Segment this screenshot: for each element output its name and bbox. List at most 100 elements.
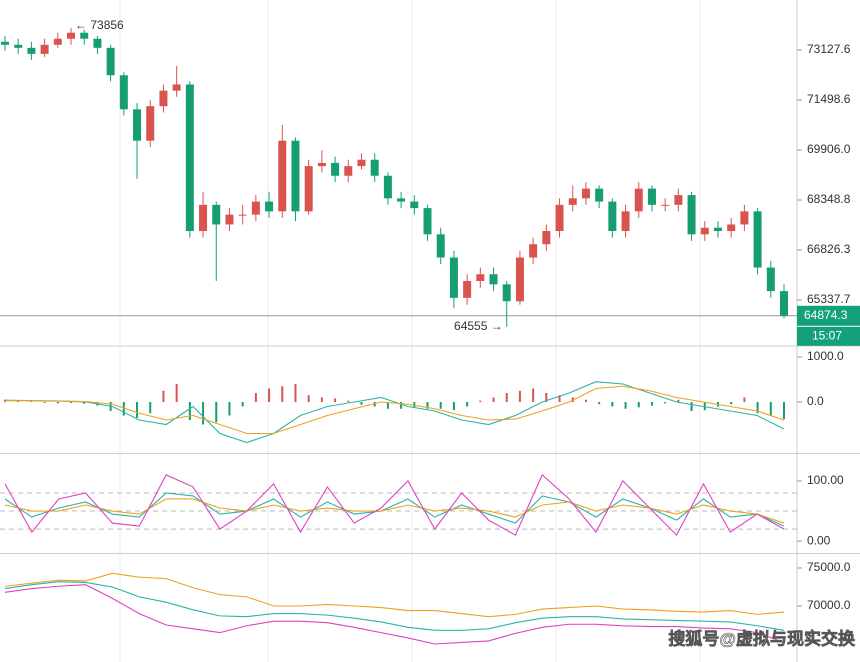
y-tick-label: 66826.3 <box>807 242 851 256</box>
histogram-bar <box>703 401 706 411</box>
histogram-bar <box>730 401 733 405</box>
histogram-bar <box>43 401 46 403</box>
histogram-bar <box>598 401 601 405</box>
histogram-bar <box>122 401 125 416</box>
candle-body <box>713 227 722 232</box>
candle-body <box>489 274 498 285</box>
candle-body <box>344 166 353 176</box>
histogram-bar <box>188 401 191 421</box>
candle-body <box>119 75 128 110</box>
candle-body <box>357 159 366 167</box>
candle-body <box>780 291 788 316</box>
candle-body <box>410 201 419 209</box>
candle-body <box>80 32 89 39</box>
candle-body <box>106 47 115 76</box>
candle-body <box>53 38 62 45</box>
histogram-bar <box>347 400 350 402</box>
candle-body <box>476 274 485 281</box>
histogram-bar <box>532 388 535 402</box>
indicator-line <box>4 473 785 537</box>
histogram-bar <box>677 399 680 402</box>
candle-body <box>159 90 168 107</box>
candle-body <box>463 280 472 298</box>
histogram-bar <box>136 401 139 418</box>
histogram-bar <box>650 401 653 406</box>
histogram-bar <box>492 397 495 402</box>
histogram-bar <box>769 401 772 416</box>
histogram-bar <box>268 388 271 402</box>
histogram-bar <box>637 401 640 408</box>
candle-body <box>1 41 9 45</box>
candle-body <box>436 234 445 258</box>
histogram-bar <box>466 401 469 407</box>
candle-body <box>621 211 630 232</box>
candle-body <box>423 208 432 235</box>
candle-body <box>383 175 392 199</box>
candle-body <box>14 44 23 48</box>
y-tick-label: 0.00 <box>807 533 831 547</box>
candle-body <box>661 204 670 206</box>
histogram-bar <box>611 401 614 407</box>
y-tick-label: 0.0 <box>807 394 824 408</box>
candle-body <box>93 38 102 48</box>
candle-body <box>700 227 709 235</box>
y-tick-label: 70000.0 <box>807 598 851 612</box>
histogram-bar <box>664 401 667 404</box>
candle-body <box>370 159 379 176</box>
histogram-bar <box>479 400 482 402</box>
histogram-bar <box>162 390 165 402</box>
histogram-bar <box>426 401 429 409</box>
histogram-bar <box>334 398 337 402</box>
candle-body <box>647 188 656 205</box>
candle-body <box>515 257 524 302</box>
histogram-bar <box>505 392 508 402</box>
indicator-line <box>4 498 785 524</box>
candle-body <box>278 140 287 212</box>
indicator-line <box>4 572 785 618</box>
candle-body <box>542 231 551 245</box>
candle-body <box>555 204 564 232</box>
histogram-bar <box>254 392 257 402</box>
candle-body <box>67 32 76 39</box>
countdown-label: 15:07 <box>812 328 842 342</box>
candle-body <box>185 84 194 232</box>
histogram-bar <box>360 401 363 405</box>
y-tick-label: 69906.0 <box>807 142 851 156</box>
histogram-bar <box>83 401 86 404</box>
histogram-bar <box>228 401 231 416</box>
histogram-bar <box>413 401 416 408</box>
candle-body <box>172 84 181 91</box>
candle-body <box>634 188 643 212</box>
histogram-bar <box>149 401 152 414</box>
histogram-bar <box>584 399 587 402</box>
candle-body <box>581 188 590 199</box>
candle-body <box>753 211 762 268</box>
candle-body <box>133 109 142 141</box>
candle-body <box>212 204 221 225</box>
candle-body <box>304 166 313 212</box>
candle-body <box>317 162 326 167</box>
candle-body <box>146 106 155 141</box>
candle-body <box>251 201 260 215</box>
candle-body <box>199 204 208 232</box>
histogram-bar <box>294 383 297 402</box>
histogram-bar <box>545 392 548 402</box>
candle-body <box>40 44 49 54</box>
histogram-bar <box>558 395 561 402</box>
vertical-grid <box>119 0 701 662</box>
candle-body <box>727 224 736 232</box>
candle-body <box>225 214 234 225</box>
candle-body <box>529 244 538 258</box>
last-price-tag <box>797 305 860 326</box>
y-tick-label: 75000.0 <box>807 560 851 574</box>
indicator-line <box>4 381 785 444</box>
last-price-label: 64874.3 <box>804 308 848 322</box>
candle-body <box>238 214 247 216</box>
histogram-bar <box>281 386 284 402</box>
candle-body <box>502 284 511 302</box>
high-annotation: ← 73856 <box>75 18 124 32</box>
candle-body <box>449 257 458 298</box>
histogram-bar <box>320 397 323 402</box>
histogram-bar <box>56 401 59 404</box>
